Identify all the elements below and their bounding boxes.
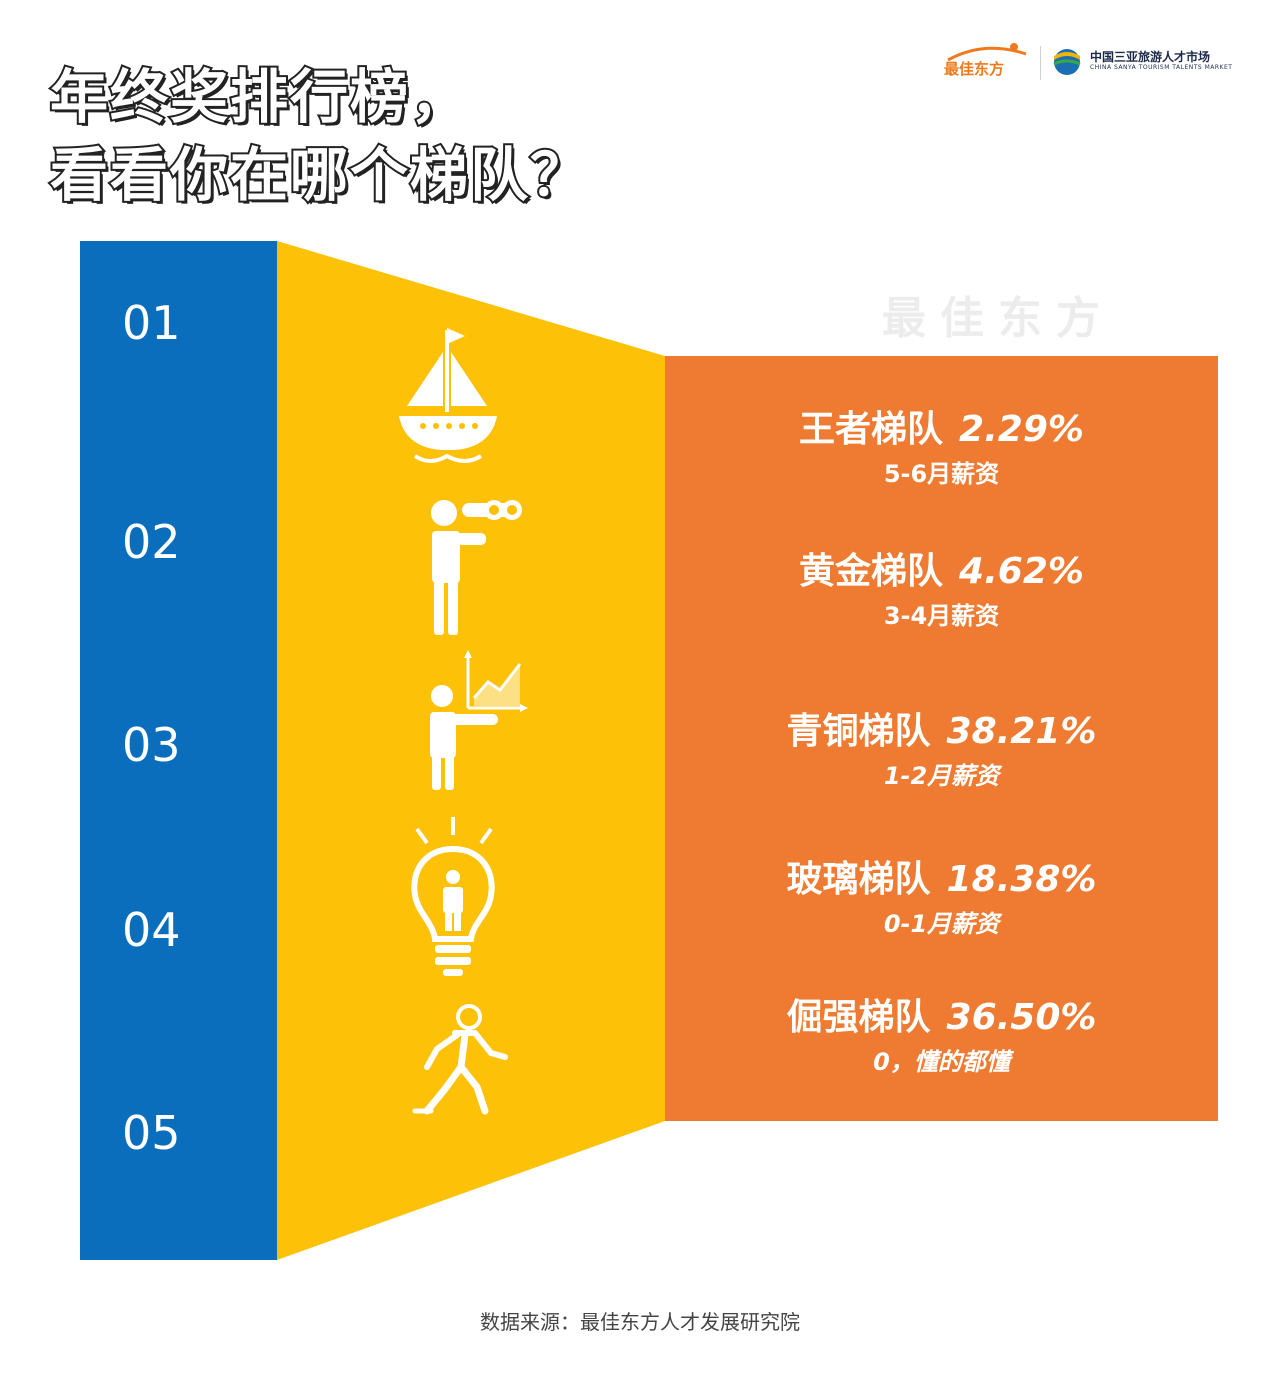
- sailboat-icon: [399, 328, 497, 463]
- market-name-cn: 中国三亚旅游人才市场: [1090, 50, 1211, 64]
- watermark: 最佳东方: [882, 293, 1114, 344]
- tier-number-bar: [80, 241, 277, 1260]
- tier-sub: 5-6月薪资: [883, 460, 1000, 488]
- tier-percent: 2.29%: [959, 409, 1084, 450]
- tier-name: 玻璃梯队: [786, 859, 931, 900]
- tier-number: 03: [122, 718, 181, 772]
- tier-percent: 38.21%: [946, 711, 1097, 752]
- tier-name: 黄金梯队: [799, 551, 944, 592]
- presenter-chart-icon: [430, 650, 528, 790]
- lightbulb-person-icon: [411, 817, 495, 976]
- tier-1-label: 王者梯队 2.29%: [665, 400, 1218, 452]
- tier-percent: 36.50%: [946, 997, 1097, 1038]
- market-logo-icon: [1053, 49, 1081, 75]
- tier-4-label: 玻璃梯队 18.38%: [665, 850, 1218, 902]
- tier-number: 04: [122, 903, 181, 957]
- tier-sub: 0-1月薪资: [883, 910, 1000, 938]
- brand-name: 最佳东方: [944, 60, 1005, 78]
- tier-sub: 3-4月薪资: [883, 602, 1000, 630]
- tier-3-label: 青铜梯队 38.21%: [665, 702, 1218, 754]
- tier-sub: 1-2月薪资: [883, 762, 1000, 790]
- brand-divider: [1040, 46, 1041, 80]
- tier-name: 倔强梯队: [786, 997, 931, 1038]
- tier-name: 王者梯队: [799, 409, 944, 450]
- tier-5-label: 倔强梯队 36.50%: [665, 988, 1218, 1040]
- page-title-line-1: 年终奖排行榜，: [48, 61, 471, 133]
- walking-person-icon: [412, 1004, 508, 1115]
- tier-percent: 18.38%: [946, 859, 1097, 900]
- tier-name: 青铜梯队: [786, 711, 931, 752]
- tier-number: 02: [122, 515, 181, 569]
- tier-results-panel: 王者梯队 2.29% 5-6月薪资 黄金梯队 4.62% 3-4月薪资 青铜梯队 38…: [665, 356, 1218, 1121]
- data-source-note: 数据来源：最佳东方人才发展研究院: [480, 1310, 800, 1334]
- brand-swoosh-icon: [947, 43, 1027, 62]
- tier-number: 01: [122, 296, 181, 350]
- market-name-en: CHINA SANYA TOURISM TALENTS MARKET: [1090, 64, 1233, 71]
- tier-percent: 4.62%: [959, 551, 1084, 592]
- tier-sub: 0，懂的都懂: [873, 1048, 1010, 1076]
- tier-2-label: 黄金梯队 4.62%: [665, 542, 1218, 594]
- page-title-line-2: 看看你在哪个梯队？: [48, 139, 591, 211]
- brand-header: 最佳东方 中国三亚旅游人才市场 CHINA SANYA TOURISM TALE…: [944, 42, 1234, 82]
- tier-number: 05: [122, 1106, 181, 1160]
- binoculars-person-icon: [431, 500, 522, 635]
